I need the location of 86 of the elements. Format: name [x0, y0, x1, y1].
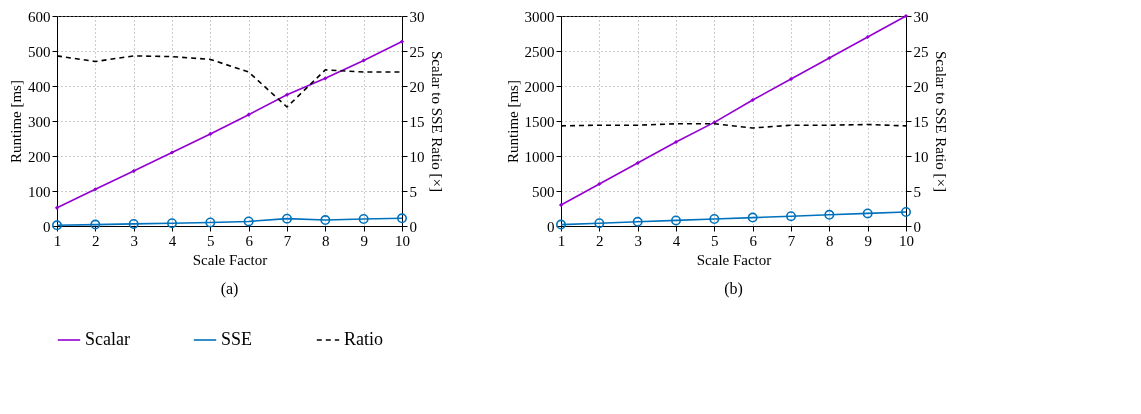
x-tick-label: 6 — [749, 232, 758, 249]
x-tick-label: 1 — [53, 232, 62, 249]
x-tick-label: 9 — [360, 232, 368, 249]
y2-tick-label: 10 — [913, 148, 929, 165]
x-tick-label: 3 — [130, 232, 138, 249]
legend-label: Scalar — [85, 329, 130, 349]
x-tick-label: 1 — [557, 232, 566, 249]
y-tick-label: 200 — [28, 148, 51, 165]
point — [747, 212, 758, 223]
x-tick-label: 3 — [634, 232, 642, 249]
y-tick-label: 2500 — [524, 43, 555, 60]
point — [556, 219, 566, 230]
point — [901, 207, 911, 217]
x-tick-label: 10 — [899, 232, 914, 249]
y-tick-label: 400 — [28, 78, 51, 95]
point — [90, 219, 101, 230]
y2-tick-label: 5 — [913, 183, 921, 200]
point — [243, 216, 254, 227]
point — [824, 209, 835, 220]
y2-tick-label: 20 — [409, 78, 425, 95]
y2-axis-title: Scalar to SSE Ratio [×] — [932, 51, 949, 192]
y2-tick-label: 0 — [409, 218, 417, 235]
point — [246, 112, 251, 117]
y2-tick-label: 5 — [409, 183, 417, 200]
point — [786, 211, 796, 222]
point — [282, 213, 292, 224]
y2-tick-label: 30 — [913, 8, 929, 25]
legend-label: Ratio — [344, 329, 383, 349]
x-tick-label: 4 — [672, 232, 681, 249]
y2-tick-label: 25 — [913, 43, 929, 60]
y2-tick-label: 0 — [913, 218, 921, 235]
x-tick-label: 8 — [322, 232, 330, 249]
y2-tick-label: 20 — [913, 78, 929, 95]
point — [52, 220, 62, 231]
x-tick-label: 2 — [92, 232, 100, 249]
y-tick-label: 3000 — [524, 8, 555, 25]
x-tick-label: 8 — [826, 232, 834, 249]
y-tick-label: 500 — [28, 43, 51, 60]
point — [320, 215, 331, 226]
point — [862, 208, 873, 219]
x-axis-title: Scale Factor — [696, 251, 772, 268]
point — [671, 215, 681, 226]
y2-tick-label: 30 — [409, 8, 425, 25]
x-tick-label: 7 — [787, 232, 796, 249]
y-axis-title: Runtime [ms] — [504, 80, 521, 163]
y-tick-label: 300 — [28, 113, 51, 130]
point — [358, 214, 369, 224]
y-tick-label: 500 — [532, 183, 555, 200]
y-tick-label: 2000 — [524, 78, 555, 95]
point — [361, 58, 366, 63]
x-tick-label: 6 — [245, 232, 254, 249]
x-tick-label: 9 — [864, 232, 872, 249]
text: (a) — [220, 280, 239, 298]
point — [709, 214, 720, 224]
point — [128, 218, 139, 229]
y-tick-label: 100 — [28, 183, 51, 200]
x-axis-title: Scale Factor — [192, 251, 268, 268]
x-tick-label: 2 — [596, 232, 604, 249]
y-tick-label: 600 — [28, 8, 51, 25]
y2-tick-label: 15 — [913, 113, 929, 130]
legend-label: SSE — [221, 329, 253, 349]
y-tick-label: 1000 — [524, 148, 555, 165]
point — [673, 139, 679, 145]
x-tick-label: 5 — [711, 232, 719, 249]
x-tick-label: 7 — [283, 232, 292, 249]
y-tick-label: 0 — [547, 218, 555, 235]
point — [632, 216, 643, 227]
x-tick-label: 4 — [168, 232, 177, 249]
y2-axis-title: Scalar to SSE Ratio [×] — [428, 51, 445, 192]
point — [397, 213, 407, 224]
y-tick-label: 1500 — [524, 113, 555, 130]
point — [93, 187, 98, 192]
y2-tick-label: 15 — [409, 113, 425, 130]
point — [788, 76, 794, 82]
point — [167, 218, 177, 229]
point — [558, 202, 564, 208]
y-tick-label: 0 — [43, 218, 51, 235]
y2-tick-label: 10 — [409, 148, 425, 165]
point — [323, 76, 328, 81]
x-tick-label: 5 — [207, 232, 215, 249]
point — [205, 217, 216, 228]
text: (b) — [724, 280, 743, 298]
y2-tick-label: 25 — [409, 43, 425, 60]
point — [594, 218, 605, 229]
y-axis-title: Runtime [ms] — [8, 80, 24, 163]
x-tick-label: 10 — [395, 232, 410, 249]
